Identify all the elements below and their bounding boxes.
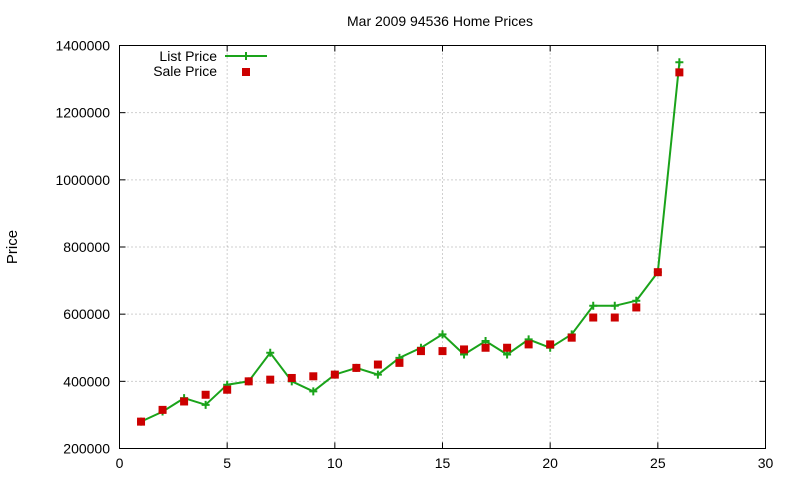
- y-axis-label: Price: [4, 230, 21, 264]
- list-price-point: [481, 337, 490, 346]
- chart-title: Mar 2009 94536 Home Prices: [347, 13, 533, 29]
- sale-price-point: [481, 343, 490, 352]
- legend-marker-list-price: [242, 52, 250, 60]
- sale-price-point: [373, 360, 382, 369]
- sale-price-point: [675, 68, 684, 77]
- sale-price-point: [137, 417, 146, 426]
- sale-price-point: [503, 343, 512, 352]
- list-price-point: [309, 387, 318, 396]
- sale-price-point: [589, 313, 598, 322]
- x-tick-label: 0: [116, 455, 124, 471]
- x-tick-label: 15: [435, 455, 451, 471]
- list-price-point: [610, 301, 619, 310]
- x-tick-label: 10: [327, 455, 343, 471]
- sale-price-point: [201, 390, 210, 399]
- list-price-point: [675, 58, 684, 67]
- y-tick-label: 400000: [63, 373, 110, 389]
- list-price-point: [632, 296, 641, 305]
- x-tick-label: 30: [758, 455, 774, 471]
- sale-price-point: [223, 385, 232, 394]
- sale-price-point: [352, 363, 361, 372]
- sale-price-point: [524, 340, 533, 349]
- sale-price-point: [158, 405, 167, 414]
- grid-lines: [119, 45, 766, 449]
- y-tick-label: 1200000: [55, 105, 110, 121]
- sale-price-point: [653, 268, 662, 277]
- sale-price-point: [395, 358, 404, 367]
- sale-price-point: [460, 345, 469, 354]
- list-price-point: [201, 400, 210, 409]
- list-price-line: [140, 62, 681, 423]
- sale-price-point: [438, 347, 447, 356]
- x-tick-label: 20: [542, 455, 558, 471]
- list-price-point: [589, 301, 598, 310]
- list-price-point: [438, 330, 447, 339]
- sale-price-point: [180, 397, 189, 406]
- legend-label-sale-price: Sale Price: [153, 63, 217, 79]
- sale-price-point: [567, 333, 576, 342]
- y-tick-label: 600000: [63, 306, 110, 322]
- y-tick-label: 1000000: [55, 172, 110, 188]
- sale-price-point: [416, 347, 425, 356]
- sale-price-point: [546, 340, 555, 349]
- axis-ticks: 0 5 10 15 20 25 30 200000 400000 600000 800000 1000…: [55, 38, 773, 472]
- sale-price-point: [632, 303, 641, 312]
- list-price-point: [503, 350, 512, 359]
- sale-price-point: [330, 370, 339, 379]
- sale-price-point: [610, 313, 619, 322]
- x-tick-label: 5: [223, 455, 231, 471]
- list-price-point: [373, 370, 382, 379]
- sale-price-point: [266, 375, 275, 384]
- sale-price-point: [244, 377, 253, 386]
- legend-marker-sale-price: [242, 68, 250, 76]
- list-price-point: [266, 348, 275, 357]
- y-tick-label: 800000: [63, 239, 110, 255]
- y-tick-label: 200000: [63, 441, 110, 457]
- y-tick-label: 1400000: [55, 38, 110, 54]
- legend-label-list-price: List Price: [159, 48, 217, 64]
- series-layer: [137, 58, 684, 426]
- x-tick-label: 25: [650, 455, 666, 471]
- sale-price-point: [287, 373, 296, 382]
- sale-price-point: [309, 372, 318, 381]
